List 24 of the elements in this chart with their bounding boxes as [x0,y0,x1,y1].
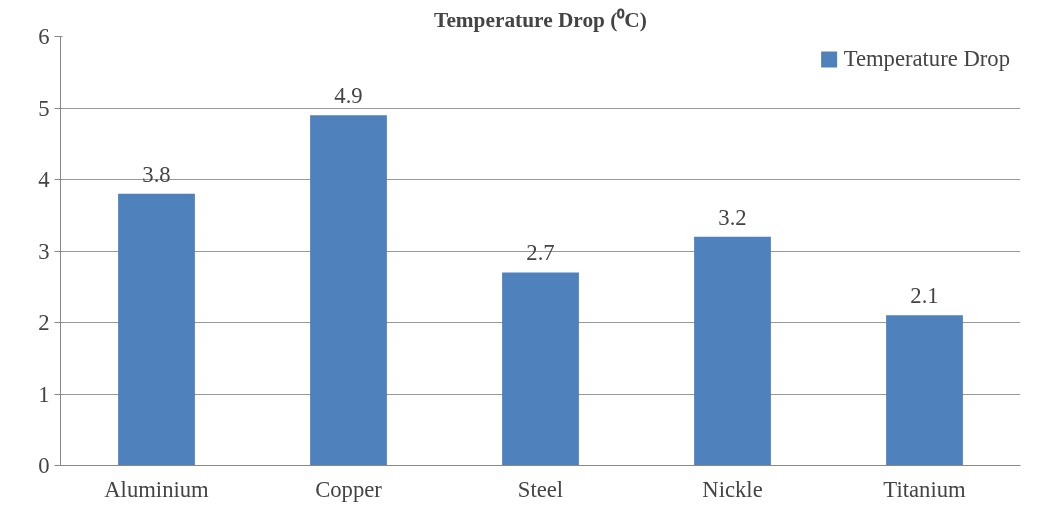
y-tick-label: 0 [38,453,50,478]
bar [694,236,771,466]
y-tick-label: 3 [38,238,50,264]
y-tick-label: 5 [38,95,50,121]
data-label: 2.1 [910,283,939,309]
bar [118,193,195,466]
y-tick-label: 6 [38,24,50,49]
bar [310,115,387,466]
bar [502,272,579,466]
legend-label: Temperature Drop [843,46,1010,72]
y-tick-label: 1 [38,381,50,407]
x-tick-label: Aluminium [104,476,210,502]
x-tick-label: Titanium [883,476,967,502]
data-label: 3.2 [718,204,747,230]
chart-title: Temperature Drop (⁰C) [434,7,647,32]
x-tick-label: Nickle [702,476,763,502]
data-label: 2.7 [526,240,555,266]
data-label: 4.9 [334,83,363,109]
x-tick-label: Copper [315,476,383,502]
y-tick-label: 4 [38,167,50,192]
y-tick-label: 2 [38,310,50,335]
bar [886,315,963,466]
x-tick-label: Steel [517,476,564,502]
data-label: 3.8 [142,161,171,187]
